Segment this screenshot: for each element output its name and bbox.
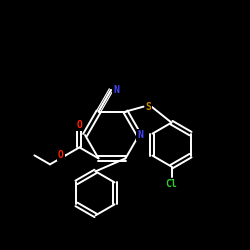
Text: S: S (146, 102, 152, 112)
Text: N: N (113, 85, 119, 95)
Text: O: O (58, 150, 64, 160)
Text: Cl: Cl (166, 178, 177, 188)
Text: N: N (137, 130, 143, 140)
Text: O: O (76, 120, 82, 130)
